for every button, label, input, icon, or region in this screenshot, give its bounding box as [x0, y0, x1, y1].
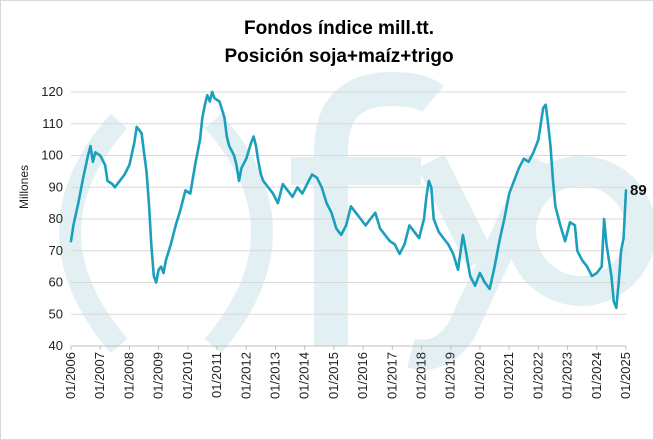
x-tick-label: 01/2012: [238, 352, 253, 399]
y-tick-label: 60: [49, 275, 63, 290]
y-tick-label: 80: [49, 211, 63, 226]
series-layer: [69, 90, 628, 310]
y-axis-label: Millones: [17, 165, 31, 209]
x-tick-label: 01/2015: [326, 352, 341, 399]
x-tick-label: 01/2010: [180, 352, 195, 399]
x-tick-label: 01/2007: [92, 352, 107, 399]
x-tick-label: 01/2025: [618, 352, 633, 399]
x-tick-label: 01/2016: [355, 352, 370, 399]
series-line: [69, 90, 628, 310]
x-tick-label: 01/2009: [151, 352, 166, 399]
x-tick-label: 01/2021: [501, 352, 516, 399]
x-tick-label: 01/2023: [560, 352, 575, 399]
end-value-label: 89: [630, 182, 647, 199]
x-tick-label: 01/2022: [530, 352, 545, 399]
y-tick-label: 100: [41, 148, 63, 163]
y-tick-label: 90: [49, 179, 63, 194]
x-tick-label: 01/2008: [121, 352, 136, 399]
axes: 40 50 60 70 80 90 100 110 120 01/2006 01/2007 01/20…: [41, 84, 633, 399]
y-tick-label: 70: [49, 243, 63, 258]
x-tick-label: 01/2020: [472, 352, 487, 399]
y-tick-label: 120: [41, 84, 63, 99]
x-tick-label: 01/2017: [384, 352, 399, 399]
x-tick-label: 01/2006: [63, 352, 78, 399]
x-tick-label: 01/2018: [414, 352, 429, 399]
y-tick-label: 40: [49, 338, 63, 353]
y-tick-label: 110: [42, 116, 63, 131]
x-tick-label: 01/2013: [267, 352, 282, 399]
chart-subtitle: Posición soja+maíz+trigo: [224, 46, 453, 67]
x-tick-label: 01/2024: [589, 352, 604, 399]
x-tick-label: 01/2011: [209, 352, 224, 398]
y-tick-label: 50: [49, 306, 63, 321]
x-tick-label: 01/2014: [297, 352, 312, 399]
x-tick-label: 01/2019: [443, 352, 458, 399]
chart-title: Fondos índice mill.tt.: [244, 18, 434, 39]
watermark-logo: [59, 71, 653, 370]
gridlines: [71, 91, 626, 347]
